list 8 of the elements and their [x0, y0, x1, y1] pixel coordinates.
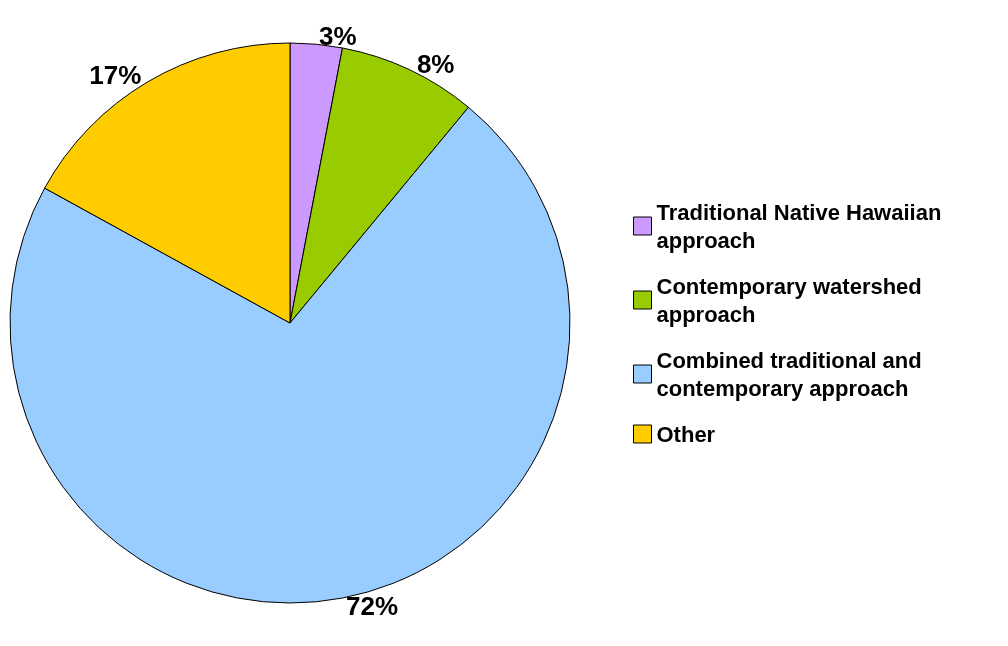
data-label: 8%	[416, 49, 455, 80]
legend-label: Traditional Native Hawaiian approach	[656, 199, 948, 253]
legend-label: Combined traditional and contemporary approach	[656, 347, 928, 401]
legend-label: Other	[656, 421, 716, 447]
data-label: 3%	[319, 21, 357, 52]
data-label: 72%	[345, 590, 399, 621]
data-label: 17%	[89, 60, 142, 91]
legend-label: Contemporary watershed approach	[656, 273, 928, 327]
